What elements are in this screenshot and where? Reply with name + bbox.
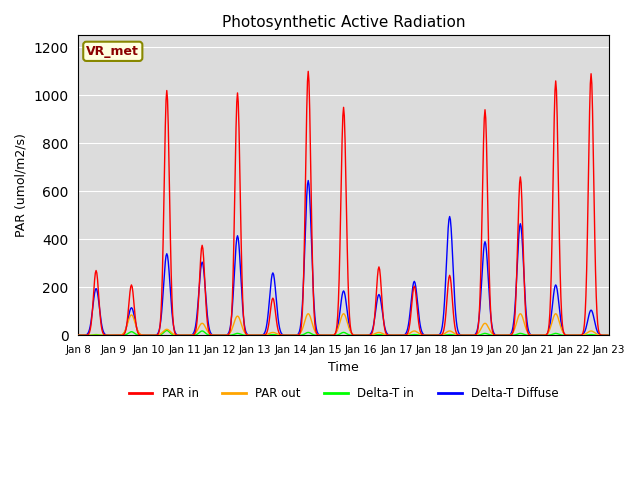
Delta-T Diffuse (220, 332, 228, 338)
Delta-T in (75, 333, 83, 338)
Delta-T in (221, 333, 229, 338)
PAR out (220, 332, 228, 338)
PAR in (305, 69, 312, 74)
Delta-T in (84, 333, 92, 338)
Y-axis label: PAR (umol/m2/s): PAR (umol/m2/s) (15, 133, 28, 237)
Delta-T Diffuse (305, 178, 312, 183)
Delta-T Diffuse (424, 333, 431, 338)
PAR out (139, 332, 147, 338)
Title: Photosynthetic Active Radiation: Photosynthetic Active Radiation (222, 15, 465, 30)
PAR out (84, 333, 92, 338)
Legend: PAR in, PAR out, Delta-T in, Delta-T Diffuse: PAR in, PAR out, Delta-T in, Delta-T Dif… (124, 382, 563, 404)
Delta-T Diffuse (84, 330, 92, 336)
PAR in (220, 333, 228, 338)
PAR in (139, 333, 147, 338)
PAR in (604, 333, 612, 338)
PAR out (193, 329, 200, 335)
PAR out (75, 333, 83, 338)
PAR in (84, 332, 92, 337)
Delta-T in (604, 333, 612, 338)
PAR in (424, 333, 431, 338)
Text: VR_met: VR_met (86, 45, 140, 58)
Delta-T Diffuse (604, 333, 612, 338)
Delta-T in (408, 332, 416, 337)
PAR out (305, 311, 312, 317)
Delta-T Diffuse (139, 332, 147, 338)
PAR out (604, 333, 612, 338)
X-axis label: Time: Time (328, 360, 359, 373)
Delta-T Diffuse (408, 289, 416, 295)
PAR in (408, 298, 416, 303)
Line: PAR out: PAR out (79, 314, 608, 336)
Delta-T in (163, 328, 171, 334)
Line: PAR in: PAR in (79, 72, 608, 336)
PAR out (408, 329, 416, 335)
Line: Delta-T Diffuse: Delta-T Diffuse (79, 180, 608, 336)
Delta-T in (424, 333, 431, 338)
PAR in (193, 325, 200, 331)
Line: Delta-T in: Delta-T in (79, 331, 608, 336)
Delta-T in (193, 332, 201, 337)
Delta-T Diffuse (75, 333, 83, 338)
PAR in (75, 333, 83, 338)
Delta-T in (139, 333, 147, 338)
Delta-T Diffuse (193, 318, 200, 324)
PAR out (424, 333, 431, 338)
